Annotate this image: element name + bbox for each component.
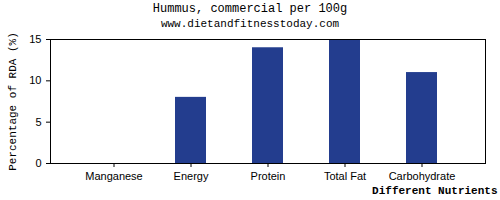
svg-text:Total Fat: Total Fat: [324, 170, 366, 182]
svg-text:10: 10: [29, 74, 41, 86]
svg-text:Energy: Energy: [174, 170, 209, 182]
svg-text:0: 0: [35, 157, 41, 169]
svg-text:Manganese: Manganese: [85, 170, 143, 182]
svg-text:Percentage of RDA (%): Percentage of RDA (%): [7, 32, 19, 171]
svg-text:Protein: Protein: [251, 170, 286, 182]
svg-text:Carbohydrate: Carbohydrate: [389, 170, 456, 182]
svg-text:5: 5: [35, 116, 41, 128]
html-text:Hummus, commercial per 100g: Hummus, commercial per 100g: [152, 2, 348, 16]
svg-text:15: 15: [29, 33, 41, 45]
html-text:www.dietandfitnesstoday.com: www.dietandfitnesstoday.com: [160, 18, 340, 30]
svg-text:Different Nutrients: Different Nutrients: [372, 185, 497, 197]
